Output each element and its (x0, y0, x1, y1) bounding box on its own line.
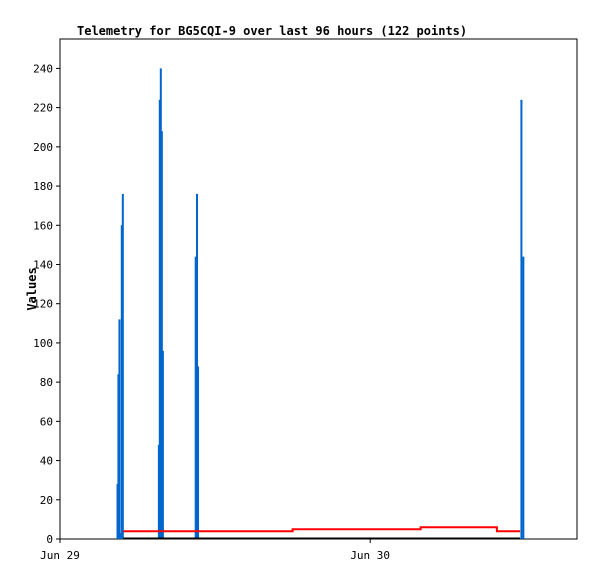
y-tick-label: 180 (33, 180, 53, 193)
series-layer (116, 68, 525, 540)
y-tick-label: 140 (33, 258, 53, 271)
y-tick-label: 200 (33, 141, 53, 154)
y-tick-label: 40 (40, 455, 53, 468)
data-bar (119, 533, 122, 539)
x-tick-label: Jun 29 (40, 549, 80, 562)
y-tick-label: 240 (33, 62, 53, 75)
data-bar (520, 99, 523, 540)
data-bar (159, 68, 162, 539)
data-bar (120, 225, 123, 539)
data-bar (522, 256, 525, 539)
x-tick-label: Jun 30 (350, 549, 390, 562)
data-bar (197, 366, 200, 539)
x-axis: Jun 29 Jun 30 (40, 539, 390, 562)
y-axis-label: Values (25, 267, 39, 310)
y-tick-label: 120 (33, 298, 53, 311)
y-tick-label: 100 (33, 337, 53, 350)
y-tick-label: 0 (46, 533, 53, 546)
data-bar (160, 131, 163, 539)
y-tick-label: 160 (33, 219, 53, 232)
data-bar (196, 193, 199, 539)
data-bar (118, 319, 121, 539)
y-tick-label: 220 (33, 102, 53, 115)
chart-title: Telemetry for BG5CQI-9 over last 96 hour… (77, 24, 467, 38)
red-series-line (123, 526, 521, 533)
data-bar (194, 256, 197, 539)
data-bar (121, 193, 124, 539)
y-axis: 0 20 40 60 80 100 120 140 160 180 200 220 240 (33, 62, 60, 546)
plot-area (59, 38, 578, 540)
y-tick-label: 80 (40, 376, 53, 389)
data-bar (161, 350, 164, 539)
y-tick-label: 20 (40, 494, 53, 507)
data-bar (158, 99, 161, 540)
data-bar (117, 374, 120, 539)
y-tick-label: 60 (40, 415, 53, 428)
